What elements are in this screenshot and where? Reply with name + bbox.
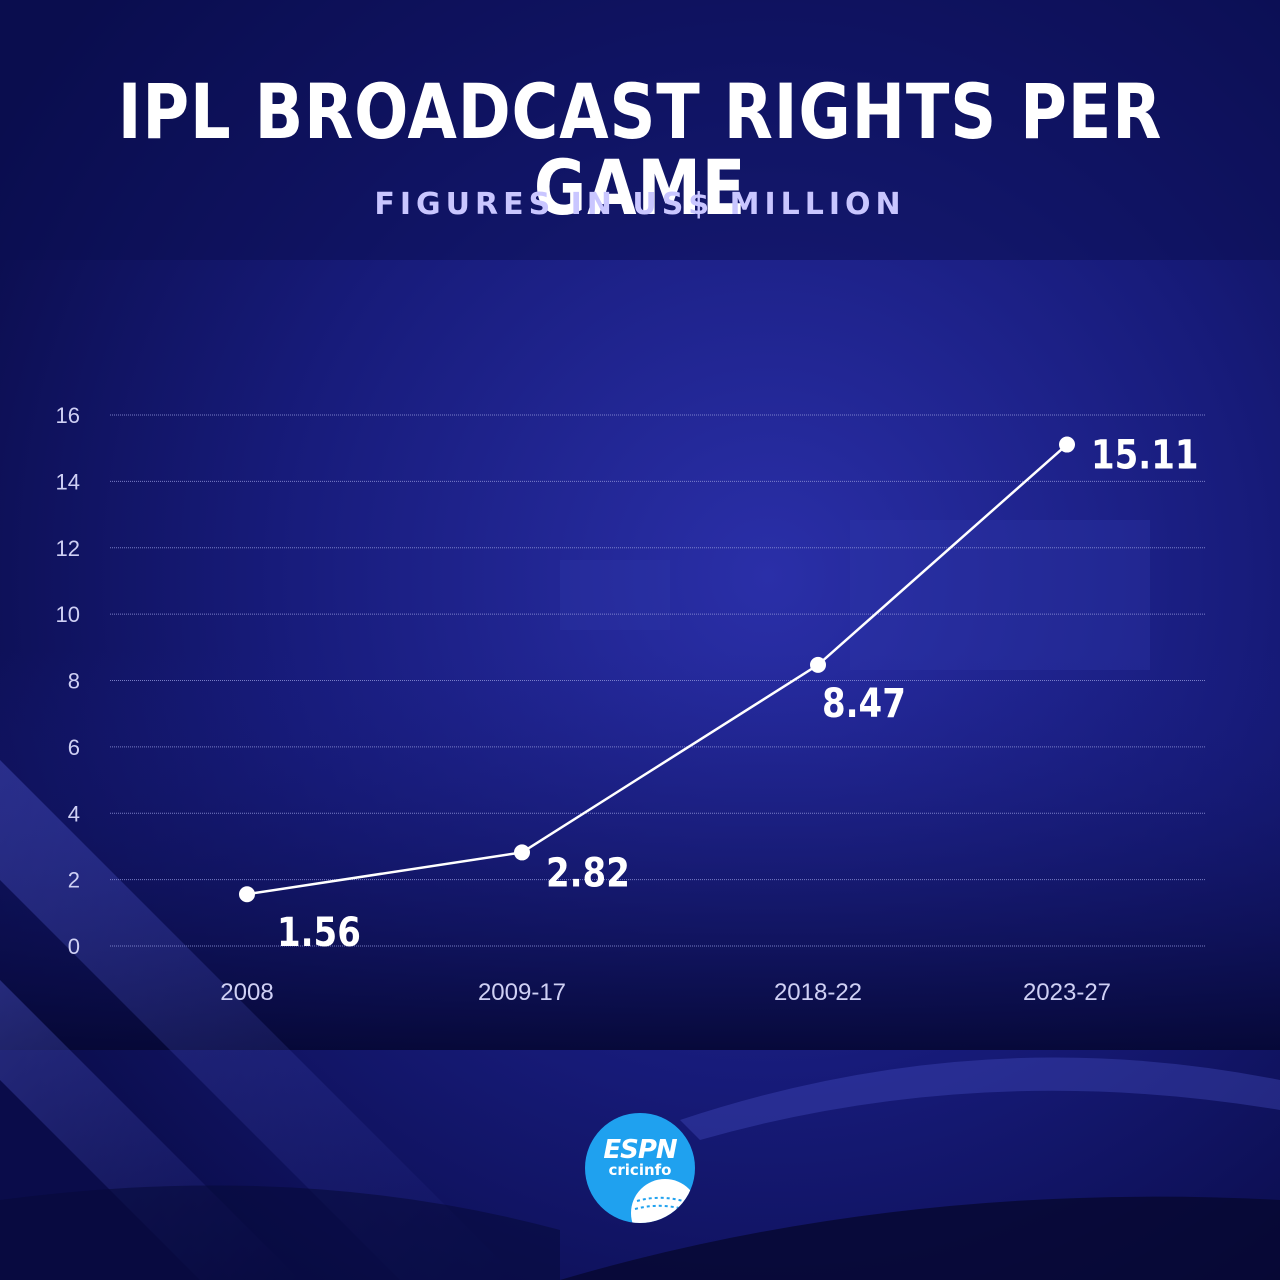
y-tick-label: 2 [68, 868, 80, 893]
logo-name: cricinfo [608, 1161, 672, 1179]
data-label: 8.47 [822, 680, 906, 726]
data-point [239, 886, 255, 903]
y-tick-label: 4 [68, 801, 80, 826]
data-label: 1.56 [277, 910, 361, 956]
data-label: 2.82 [546, 850, 630, 896]
x-tick-label: 2009-17 [478, 979, 566, 1006]
chart-title: IPL BROADCAST RIGHTS PER GAME [117, 67, 1163, 232]
y-tick-label: 16 [56, 403, 80, 428]
chart-subtitle: FIGURES IN US$ MILLION [374, 187, 906, 222]
y-tick-label: 10 [56, 602, 80, 627]
y-tick-label: 6 [68, 735, 80, 760]
data-point [514, 844, 530, 861]
y-tick-label: 8 [68, 669, 80, 694]
x-tick-label: 2008 [220, 979, 273, 1006]
x-tick-label: 2018-22 [774, 979, 862, 1006]
data-point [810, 656, 826, 673]
data-point [1059, 436, 1075, 453]
data-label: 15.11 [1091, 432, 1199, 478]
logo-brand: ESPN [603, 1135, 677, 1165]
series-line [246, 443, 1068, 896]
x-tick-label: 2023-27 [1023, 979, 1111, 1006]
y-tick-label: 0 [68, 934, 80, 959]
espncricinfo-logo: ESPN cricinfo [585, 1113, 695, 1223]
y-tick-label: 14 [56, 469, 80, 494]
cricket-ball-icon [631, 1179, 695, 1223]
y-tick-label: 12 [56, 536, 80, 561]
